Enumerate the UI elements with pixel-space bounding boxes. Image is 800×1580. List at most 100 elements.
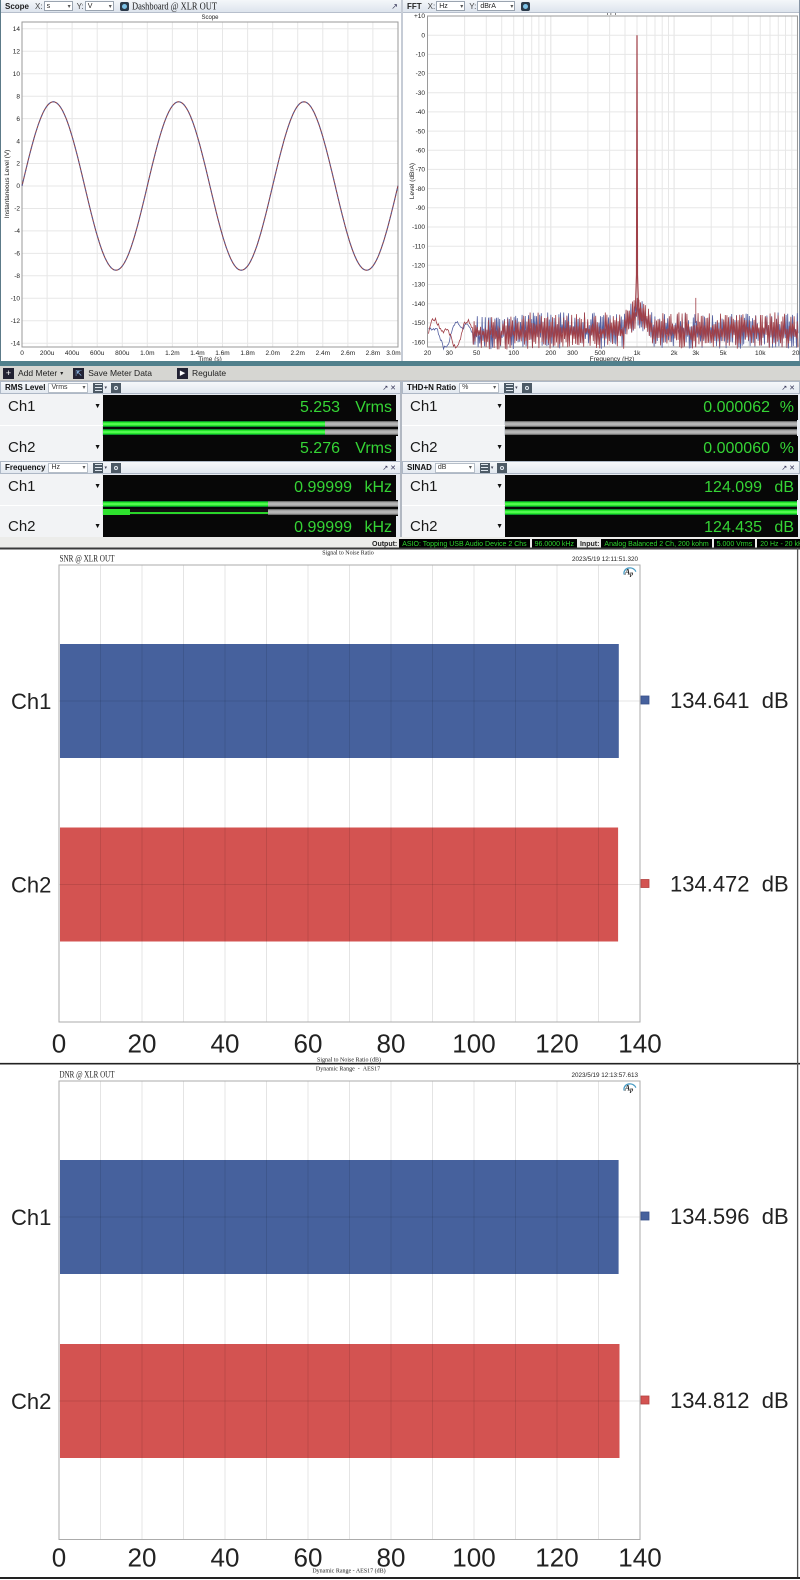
svg-text:-8: -8 [14,273,20,280]
svg-text:Ch1: Ch1 [11,1205,51,1230]
svg-text:2k: 2k [671,350,679,357]
svg-text:-2: -2 [14,206,20,213]
svg-text:-6: -6 [14,251,20,258]
svg-text:1k: 1k [634,350,642,357]
svg-text:5k: 5k [720,350,728,357]
svg-text:-130: -130 [412,282,425,289]
svg-text:p: p [629,1086,634,1093]
svg-text:-120: -120 [412,263,425,270]
svg-text:1.2m: 1.2m [165,350,179,357]
svg-text:FFT: FFT [607,13,618,17]
svg-text:10: 10 [13,71,21,78]
svg-text:134.472 dB: 134.472 dB [670,872,789,897]
svg-text:0: 0 [52,1543,66,1573]
svg-text:-60: -60 [416,148,426,155]
svg-text:Signal to Noise Ratio: Signal to Noise Ratio [322,551,374,557]
svg-text:SNR @ XLR OUT: SNR @ XLR OUT [60,554,115,564]
svg-text:-140: -140 [412,301,425,308]
svg-text:-90: -90 [416,205,426,212]
svg-text:0: 0 [421,32,425,39]
svg-text:-70: -70 [416,167,426,174]
svg-text:60: 60 [294,1543,323,1573]
svg-text:-110: -110 [412,243,425,250]
svg-text:2.4m: 2.4m [316,350,330,357]
svg-text:80: 80 [377,1029,406,1059]
svg-text:3.0m: 3.0m [386,350,400,357]
svg-text:2.6m: 2.6m [341,350,355,357]
svg-text:140: 140 [618,1029,661,1059]
svg-text:+10: +10 [414,13,425,20]
svg-text:-20: -20 [416,71,426,78]
svg-text:p: p [629,570,634,577]
svg-text:20k: 20k [792,350,800,357]
svg-text:134.812 dB: 134.812 dB [670,1388,789,1413]
svg-text:Ch1: Ch1 [11,689,51,714]
svg-text:30: 30 [446,350,454,357]
svg-text:140: 140 [618,1543,661,1573]
svg-text:0: 0 [16,183,20,190]
svg-text:120: 120 [535,1543,578,1573]
svg-text:600u: 600u [90,350,105,357]
svg-text:6: 6 [16,116,20,123]
svg-text:10k: 10k [755,350,766,357]
svg-text:-30: -30 [416,90,426,97]
svg-text:100: 100 [452,1029,495,1059]
svg-text:-80: -80 [416,186,426,193]
svg-text:-10: -10 [416,52,426,59]
svg-text:20: 20 [128,1543,157,1573]
svg-text:Instantaneous Level (V): Instantaneous Level (V) [4,150,11,219]
svg-text:2.2m: 2.2m [290,350,304,357]
svg-text:0: 0 [20,350,24,357]
svg-text:300: 300 [567,350,578,357]
svg-text:100: 100 [452,1543,495,1573]
svg-text:0: 0 [52,1029,66,1059]
svg-text:A: A [624,1083,631,1093]
svg-text:Ch2: Ch2 [11,1389,51,1414]
svg-text:1.4m: 1.4m [190,350,204,357]
svg-text:200: 200 [545,350,556,357]
svg-text:134.596 dB: 134.596 dB [670,1204,789,1229]
svg-text:Ch2: Ch2 [11,873,51,898]
svg-text:2.8m: 2.8m [366,350,380,357]
svg-text:40: 40 [211,1543,240,1573]
svg-text:800u: 800u [115,350,130,357]
svg-text:-160: -160 [412,339,425,346]
svg-text:DNR @ XLR OUT: DNR @ XLR OUT [60,1070,115,1080]
svg-text:20: 20 [128,1029,157,1059]
svg-text:Dashboard @ XLR OUT: Dashboard @ XLR OUT [132,2,217,13]
svg-text:-14: -14 [11,340,21,347]
svg-text:12: 12 [13,48,21,55]
svg-text:-10: -10 [11,296,21,303]
svg-text:Signal to Noise Ratio (dB): Signal to Noise Ratio (dB) [317,1057,381,1064]
svg-text:Dynamic Range - AES17 (dB): Dynamic Range - AES17 (dB) [312,1567,385,1574]
svg-text:Scope: Scope [201,15,219,21]
svg-text:100: 100 [508,350,519,357]
svg-text:Level (dBrA): Level (dBrA) [409,163,416,199]
svg-text:-150: -150 [412,320,425,327]
svg-text:Time (s): Time (s) [198,356,222,363]
svg-text:-12: -12 [11,318,21,325]
svg-text:1.8m: 1.8m [240,350,254,357]
svg-text:A: A [624,567,631,577]
svg-text:14: 14 [13,26,21,33]
svg-text:50: 50 [473,350,481,357]
svg-text:400u: 400u [65,350,80,357]
svg-text:2023/5/19 12:11:51.320: 2023/5/19 12:11:51.320 [572,556,639,563]
svg-text:8: 8 [16,93,20,100]
svg-text:2023/5/19 12:13:57.613: 2023/5/19 12:13:57.613 [571,1072,638,1079]
svg-text:-100: -100 [412,224,425,231]
svg-text:120: 120 [535,1029,578,1059]
svg-text:500: 500 [594,350,605,357]
svg-text:1.6m: 1.6m [215,350,229,357]
svg-text:-50: -50 [416,128,426,135]
svg-text:2.0m: 2.0m [265,350,279,357]
svg-text:2: 2 [16,161,20,168]
svg-text:200u: 200u [40,350,55,357]
svg-text:60: 60 [294,1029,323,1059]
svg-text:Dynamic Range - AES17: Dynamic Range - AES17 [316,1067,380,1073]
svg-text:4: 4 [16,138,20,145]
svg-text:80: 80 [377,1543,406,1573]
svg-text:Frequency (Hz): Frequency (Hz) [590,356,635,363]
svg-text:-40: -40 [416,109,426,116]
svg-text:-4: -4 [14,228,20,235]
